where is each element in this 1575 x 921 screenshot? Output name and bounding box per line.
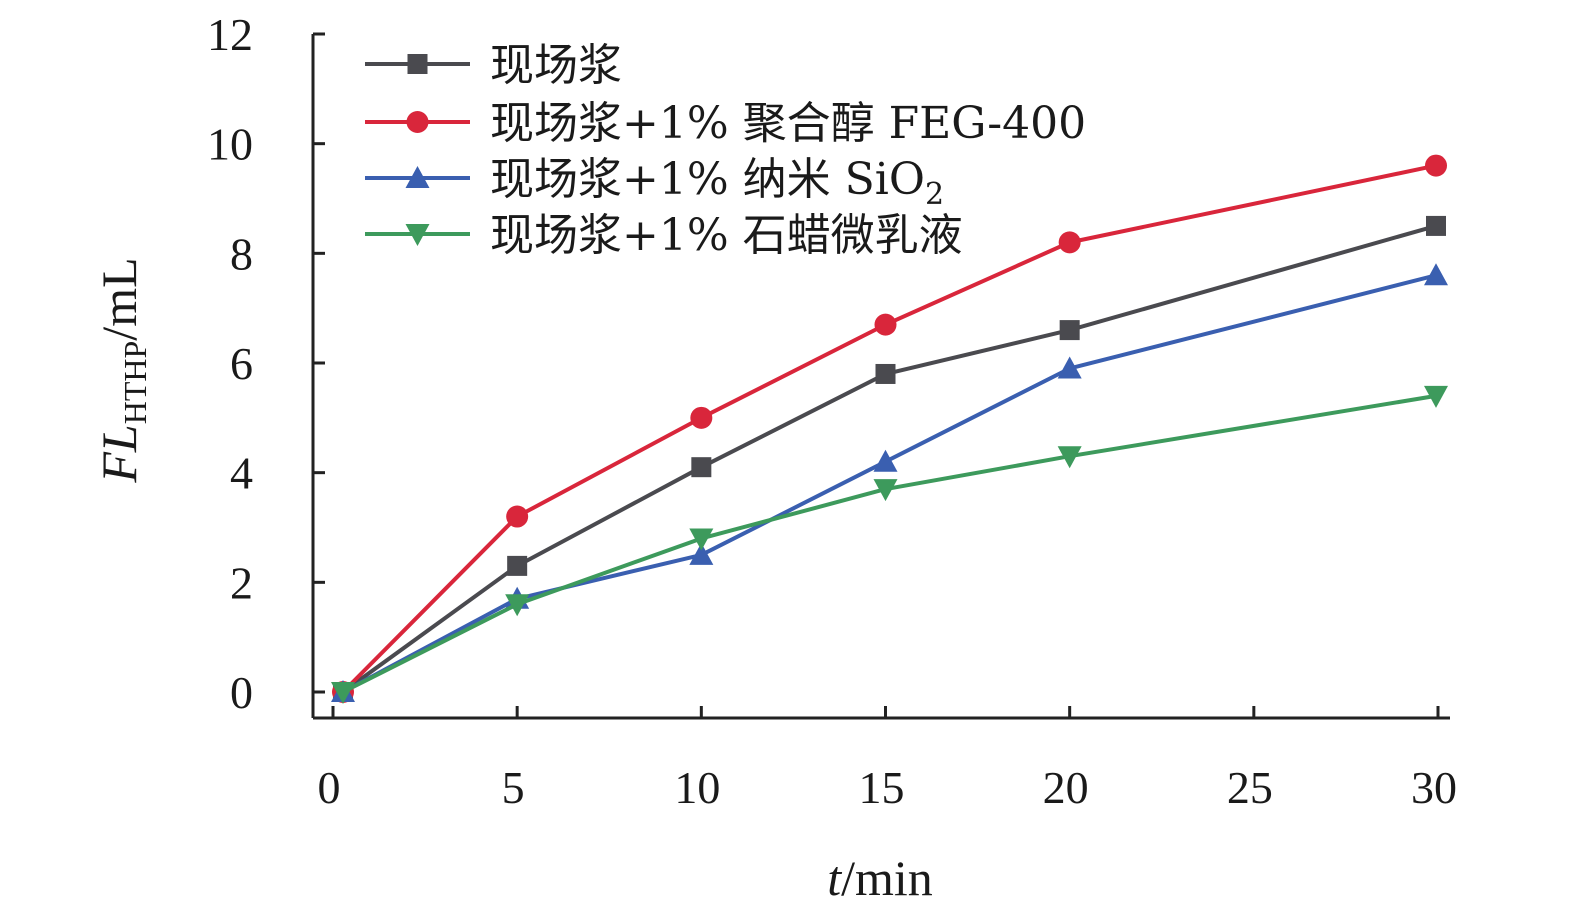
x-tick-label: 10 (674, 762, 720, 813)
legend-label: 现场浆+1% 纳米 SiO2 (490, 154, 944, 212)
data-point (1425, 154, 1447, 177)
y-tick-label: 2 (230, 557, 253, 608)
y-tick-label: 0 (230, 667, 253, 718)
legend-marker (405, 166, 430, 188)
data-point (1058, 231, 1081, 254)
series-line (341, 163, 1437, 694)
axes: 0 2 4 6 8 10 12 0 5 10 15 20 25 30 (207, 9, 1457, 813)
y-axis-label: FLHTHP/mL (91, 257, 153, 483)
series-4 (331, 385, 1448, 704)
series-layer (331, 154, 1448, 704)
series-line (342, 273, 1437, 694)
data-point (691, 457, 712, 478)
legend-label: 现场浆+1% 聚合醇 FEG-400 (490, 98, 1086, 149)
y-tick-label: 12 (207, 9, 253, 60)
y-tick-label: 10 (207, 119, 253, 170)
data-point (1424, 385, 1448, 408)
legend-marker (405, 224, 430, 246)
y-tick-label: 4 (230, 448, 253, 499)
data-point (1057, 446, 1082, 469)
axis-labels: t/min FLHTHP/mL (91, 257, 933, 906)
data-point (1057, 356, 1082, 379)
series-line (342, 393, 1437, 694)
y-tick-label: 6 (230, 338, 253, 389)
y-tick-label: 8 (230, 228, 253, 279)
legend-item: 现场浆+1% 纳米 SiO2 (365, 154, 944, 212)
data-point (506, 505, 529, 528)
legend-item: 现场浆 (365, 40, 622, 91)
data-point (1424, 263, 1448, 286)
x-tick-label: 20 (1043, 762, 1089, 813)
data-point (690, 406, 713, 429)
legend-label: 现场浆+1% 石蜡微乳液 (490, 210, 963, 261)
data-point (507, 555, 528, 576)
x-tick-label: 15 (859, 762, 905, 813)
legend-item: 现场浆+1% 石蜡微乳液 (365, 210, 963, 261)
data-point (331, 682, 355, 704)
data-point (1059, 320, 1080, 341)
x-tick-label: 0 (318, 762, 341, 813)
data-point (689, 528, 714, 551)
data-point (689, 542, 714, 565)
series-line (341, 223, 1437, 694)
data-point (873, 479, 898, 502)
data-point (1426, 215, 1446, 236)
legend-label: 现场浆 (490, 40, 622, 91)
data-point (873, 449, 898, 472)
x-tick-label: 30 (1411, 762, 1457, 813)
legend-item: 现场浆+1% 聚合醇 FEG-400 (365, 98, 1086, 149)
x-axis-label: t/min (827, 850, 933, 906)
x-tick-label: 25 (1227, 762, 1273, 813)
data-point (874, 313, 897, 336)
legend-marker (406, 111, 429, 133)
data-point (875, 363, 896, 384)
x-tick-label: 5 (502, 762, 525, 813)
data-point (505, 594, 530, 617)
legend-marker (407, 54, 428, 74)
